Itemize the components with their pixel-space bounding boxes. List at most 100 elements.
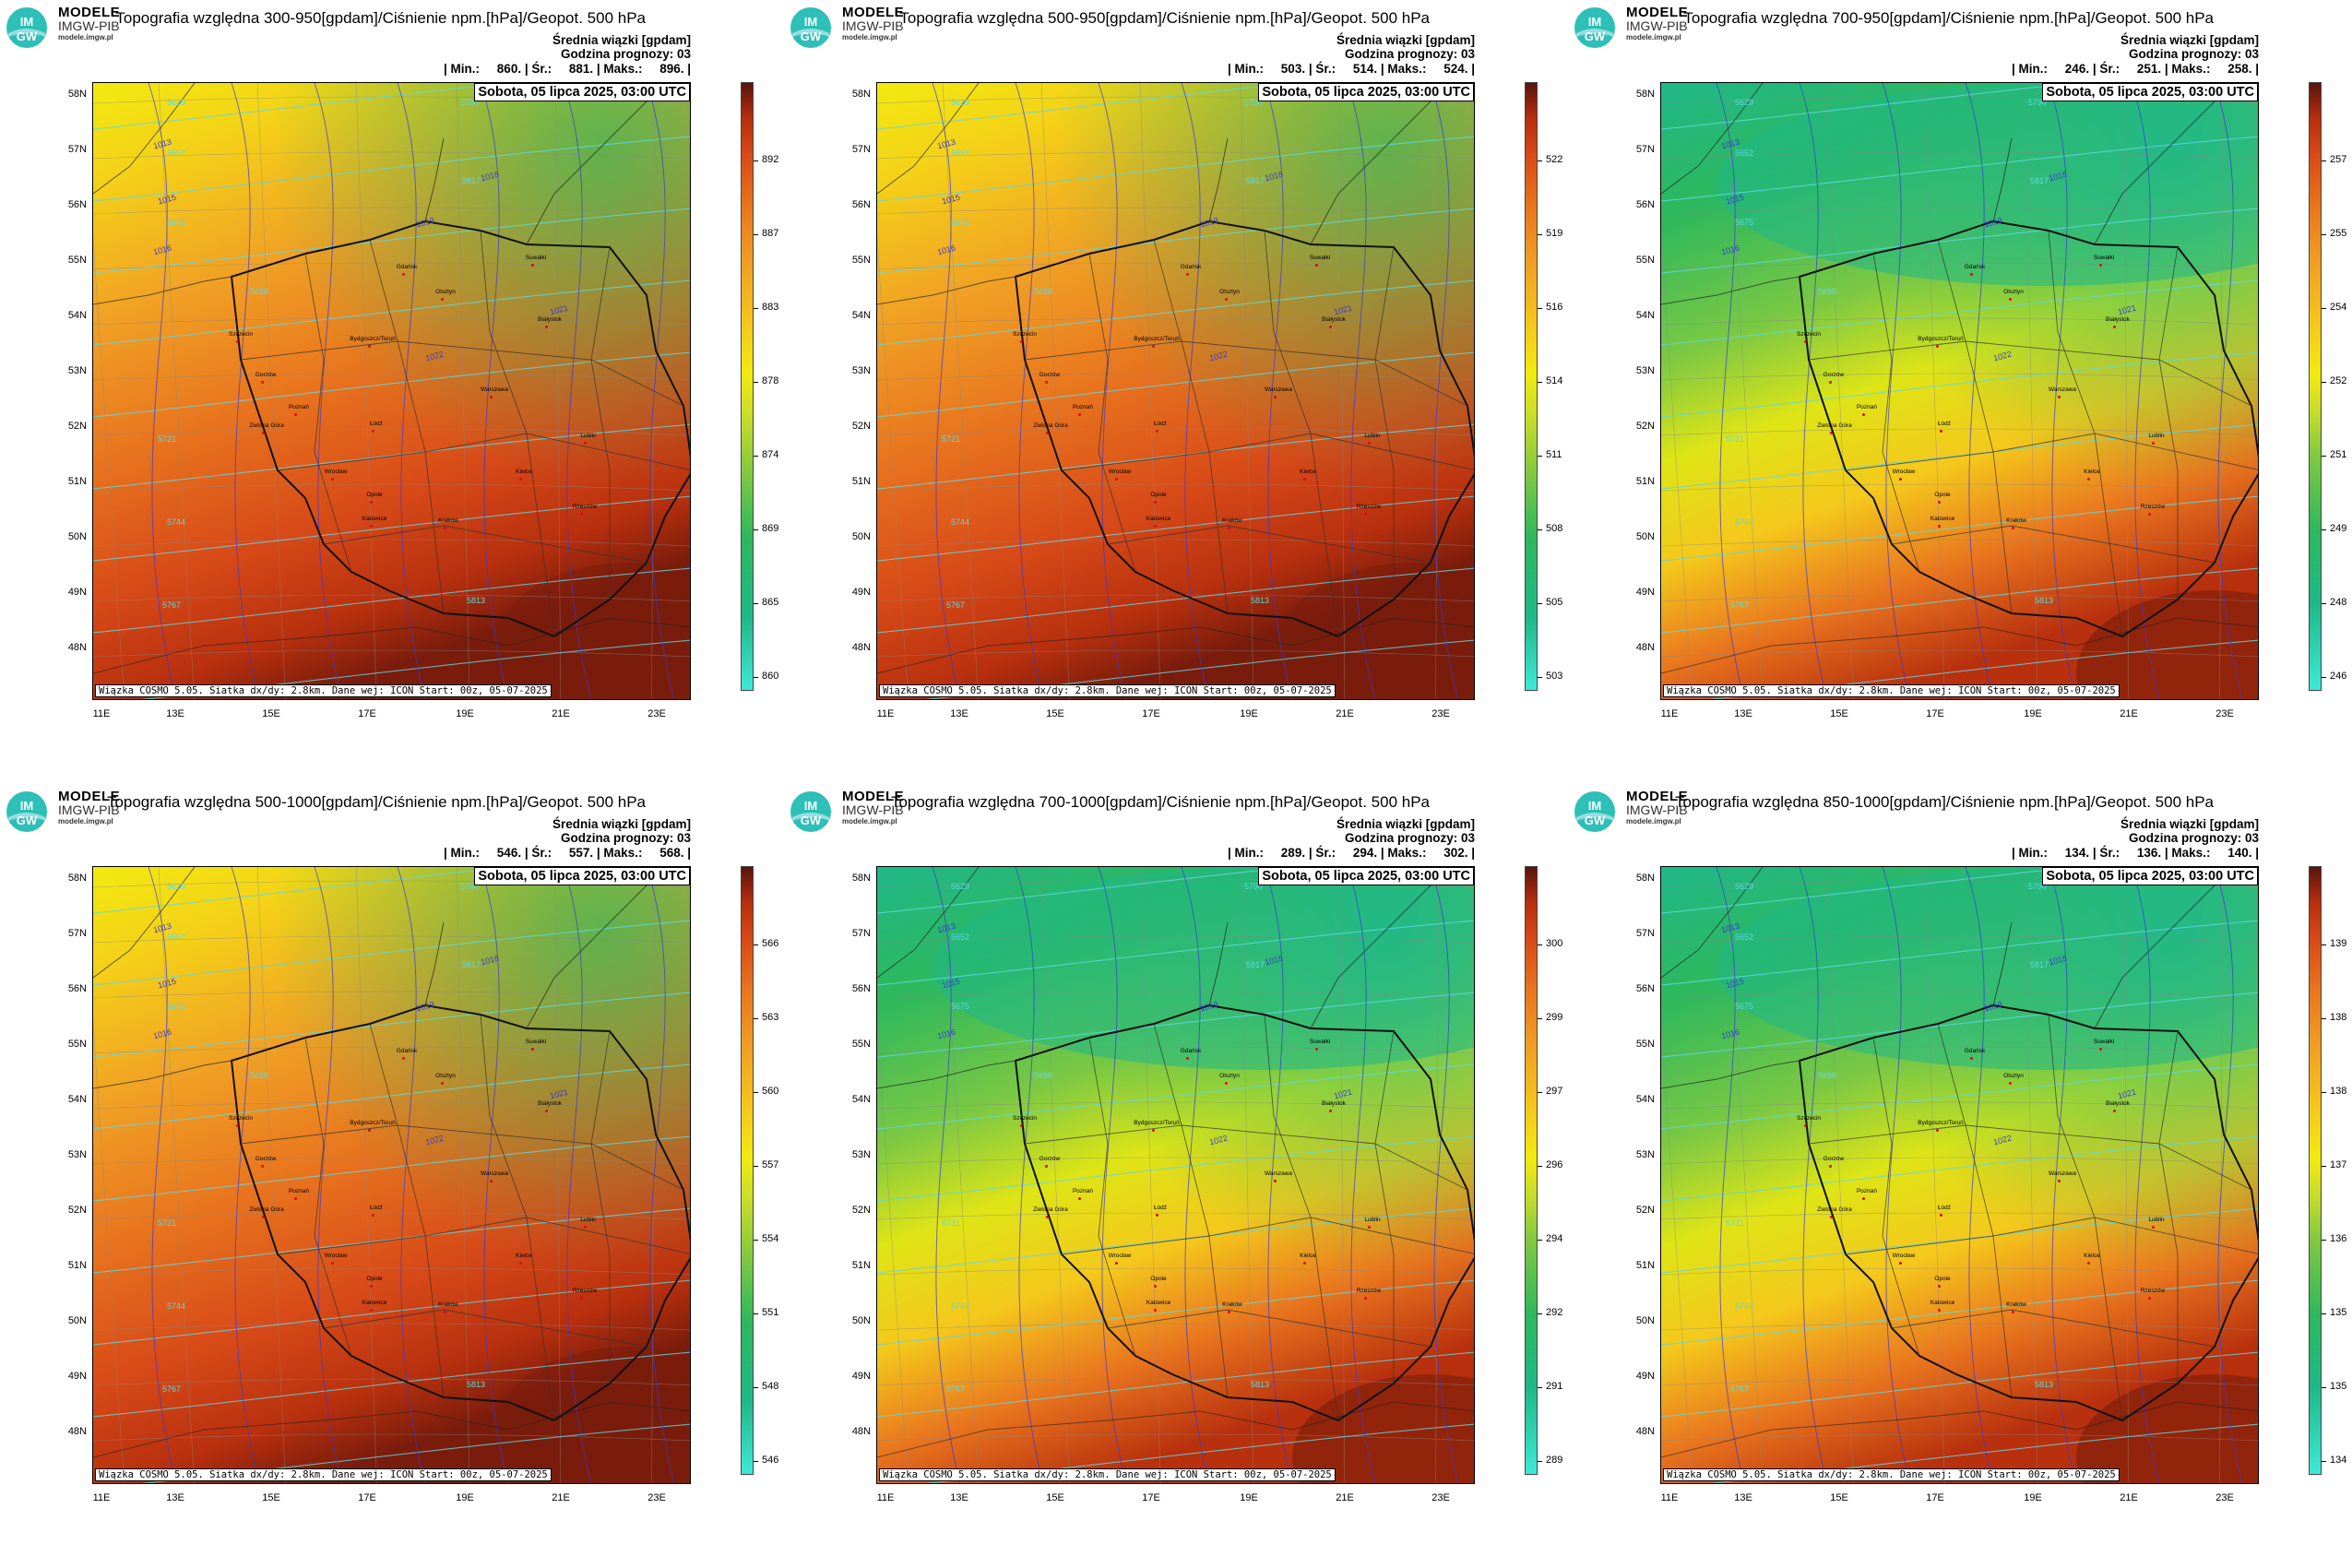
colorbar-tick-mark	[2322, 944, 2326, 945]
logo-text: MODELE IMGW-PIB modele.imgw.pl	[1626, 790, 1688, 826]
colorbar-tick-mark	[2322, 1313, 2326, 1314]
voivodeship-border	[1088, 1037, 1136, 1357]
colorbar-tick-label: 252	[2330, 375, 2347, 386]
city-label: Białystok	[2105, 1100, 2130, 1107]
geopot-contour	[93, 1207, 690, 1274]
city-marker-icon	[1364, 513, 1367, 516]
graticule-lon	[1339, 83, 1346, 699]
logo-url[interactable]: modele.imgw.pl	[58, 33, 113, 42]
lat-label: 55N	[67, 1039, 87, 1050]
lon-label: 23E	[647, 1492, 666, 1503]
map-area[interactable]: 1013 1015 1016 1018 1019 1021 1022 5629 5652 5675…	[92, 866, 691, 1484]
colorbar-tick-label: 135	[2330, 1381, 2347, 1392]
imgw-logo-icon: IM GW	[5, 6, 53, 50]
city-label: Poznań	[1072, 1188, 1094, 1194]
city-label: Bydgoszcz/Toruń	[1918, 1120, 1964, 1126]
city-marker-icon	[531, 264, 534, 267]
logo-url[interactable]: modele.imgw.pl	[58, 817, 113, 826]
graticule-lon	[1241, 867, 1254, 1483]
city-marker-icon	[531, 1048, 534, 1051]
forecast-hour: Godzina prognozy: 03	[1344, 831, 1475, 845]
geopot-label: 5721	[1726, 1218, 1745, 1228]
lat-label: 49N	[851, 587, 871, 598]
geopot-label: 5675	[1735, 1002, 1754, 1011]
graticule-lat	[877, 317, 1474, 326]
graticule-lat	[93, 1378, 690, 1386]
city-label: Warszawa	[2048, 1170, 2077, 1177]
field-green-band	[1716, 867, 2258, 1070]
graticule-lat	[93, 1267, 690, 1276]
colorbar-tick-label: 557	[762, 1159, 779, 1170]
colorbar-tick-mark	[1538, 160, 1542, 161]
isobar	[1264, 83, 1293, 699]
lat-label: 53N	[1635, 365, 1655, 376]
city-label: Olsztyn	[1219, 1073, 1240, 1079]
isobar	[1882, 867, 1911, 1483]
map-area[interactable]: 1013 1015 1016 1018 1019 1021 1022 5629 5652 5675…	[876, 866, 1475, 1484]
lon-label: 19E	[2024, 1492, 2042, 1503]
isobar	[2131, 83, 2160, 699]
lon-label: 17E	[1142, 708, 1160, 719]
geopot-contour	[877, 1279, 1474, 1346]
colorbar	[2309, 866, 2322, 1475]
voivodeship-border	[1891, 1309, 2215, 1348]
logo-url[interactable]: modele.imgw.pl	[1626, 33, 1681, 42]
graticule-lon	[2219, 867, 2223, 1483]
colorbar-tick-mark	[754, 160, 758, 161]
lat-label: 57N	[851, 928, 871, 939]
city-marker-icon	[1115, 1262, 1118, 1265]
graticule-lat	[877, 1323, 1474, 1331]
city-marker-icon	[1225, 1082, 1228, 1085]
colorbar-tick-label: 246	[2330, 671, 2347, 682]
logo-line1: MODELE	[1626, 789, 1689, 804]
geopot-label: 5813	[2035, 596, 2054, 605]
map-area[interactable]: 1013 1015 1016 1018 1019 1021 1022 5629 5652 5675…	[1660, 866, 2259, 1484]
geopot-label: 5629	[1735, 882, 1754, 891]
city-label: Szczecin	[1012, 331, 1037, 338]
lat-label: 56N	[1635, 199, 1655, 210]
map-area[interactable]: 1013 1015 1016 1018 1019 1021 1022 5629 5652 5675…	[876, 82, 1475, 700]
geopot-label: 5721	[158, 1218, 177, 1228]
city-label: Lublin	[580, 1217, 597, 1223]
graticule-lat	[1661, 1378, 2258, 1386]
colorbar	[741, 82, 754, 691]
city-marker-icon	[2012, 1311, 2014, 1313]
geopot-label: 5813	[1251, 1380, 1270, 1389]
colorbar-tick-label: 297	[1546, 1086, 1563, 1097]
colorbar-tick-mark	[2322, 456, 2326, 457]
colorbar-tick-mark	[754, 1092, 758, 1093]
logo-url[interactable]: modele.imgw.pl	[1626, 817, 1681, 826]
isobar	[1015, 83, 1044, 699]
colorbar-tick-mark	[2322, 1461, 2326, 1462]
city-marker-icon	[1274, 396, 1277, 398]
city-marker-icon	[1115, 478, 1118, 481]
lat-label: 51N	[1635, 1260, 1655, 1271]
city-label: Kraków	[2006, 1301, 2026, 1308]
svg-text:GW: GW	[801, 814, 822, 827]
city-marker-icon	[1936, 345, 1939, 348]
logo-url[interactable]: modele.imgw.pl	[842, 817, 897, 826]
voivodeship-border	[2158, 246, 2179, 600]
logo-url[interactable]: modele.imgw.pl	[842, 33, 897, 42]
map-area[interactable]: 1013 1015 1016 1018 1019 1021 1022 5629 5652 5675…	[92, 82, 691, 700]
lat-label: 52N	[1635, 1205, 1655, 1216]
geopot-label: 5744	[167, 517, 186, 527]
graticule-lat	[1661, 317, 2258, 326]
city-marker-icon	[370, 1285, 373, 1288]
colorbar-tick-mark	[1538, 1313, 1542, 1314]
city-label: Suwałki	[1309, 255, 1331, 261]
voivodeship-border	[1374, 246, 1395, 600]
geopot-label: 5721	[942, 1218, 961, 1228]
lat-label: 48N	[67, 1426, 87, 1437]
colorbar-tick-mark	[754, 456, 758, 457]
voivodeship-border	[277, 1217, 690, 1255]
lon-label: 23E	[1431, 708, 1450, 719]
graticule-lat	[93, 317, 690, 326]
map-area[interactable]: 1013 1015 1016 1018 1019 1021 1022 5629 5652 5675…	[1660, 82, 2259, 700]
lat-label: 53N	[1635, 1149, 1655, 1160]
colorbar-tick-label: 299	[1546, 1012, 1563, 1023]
colorbar-tick-mark	[1538, 1461, 1542, 1462]
isobar	[563, 83, 592, 699]
geopot-label: 5629	[167, 98, 186, 107]
lat-label: 53N	[67, 1149, 87, 1160]
